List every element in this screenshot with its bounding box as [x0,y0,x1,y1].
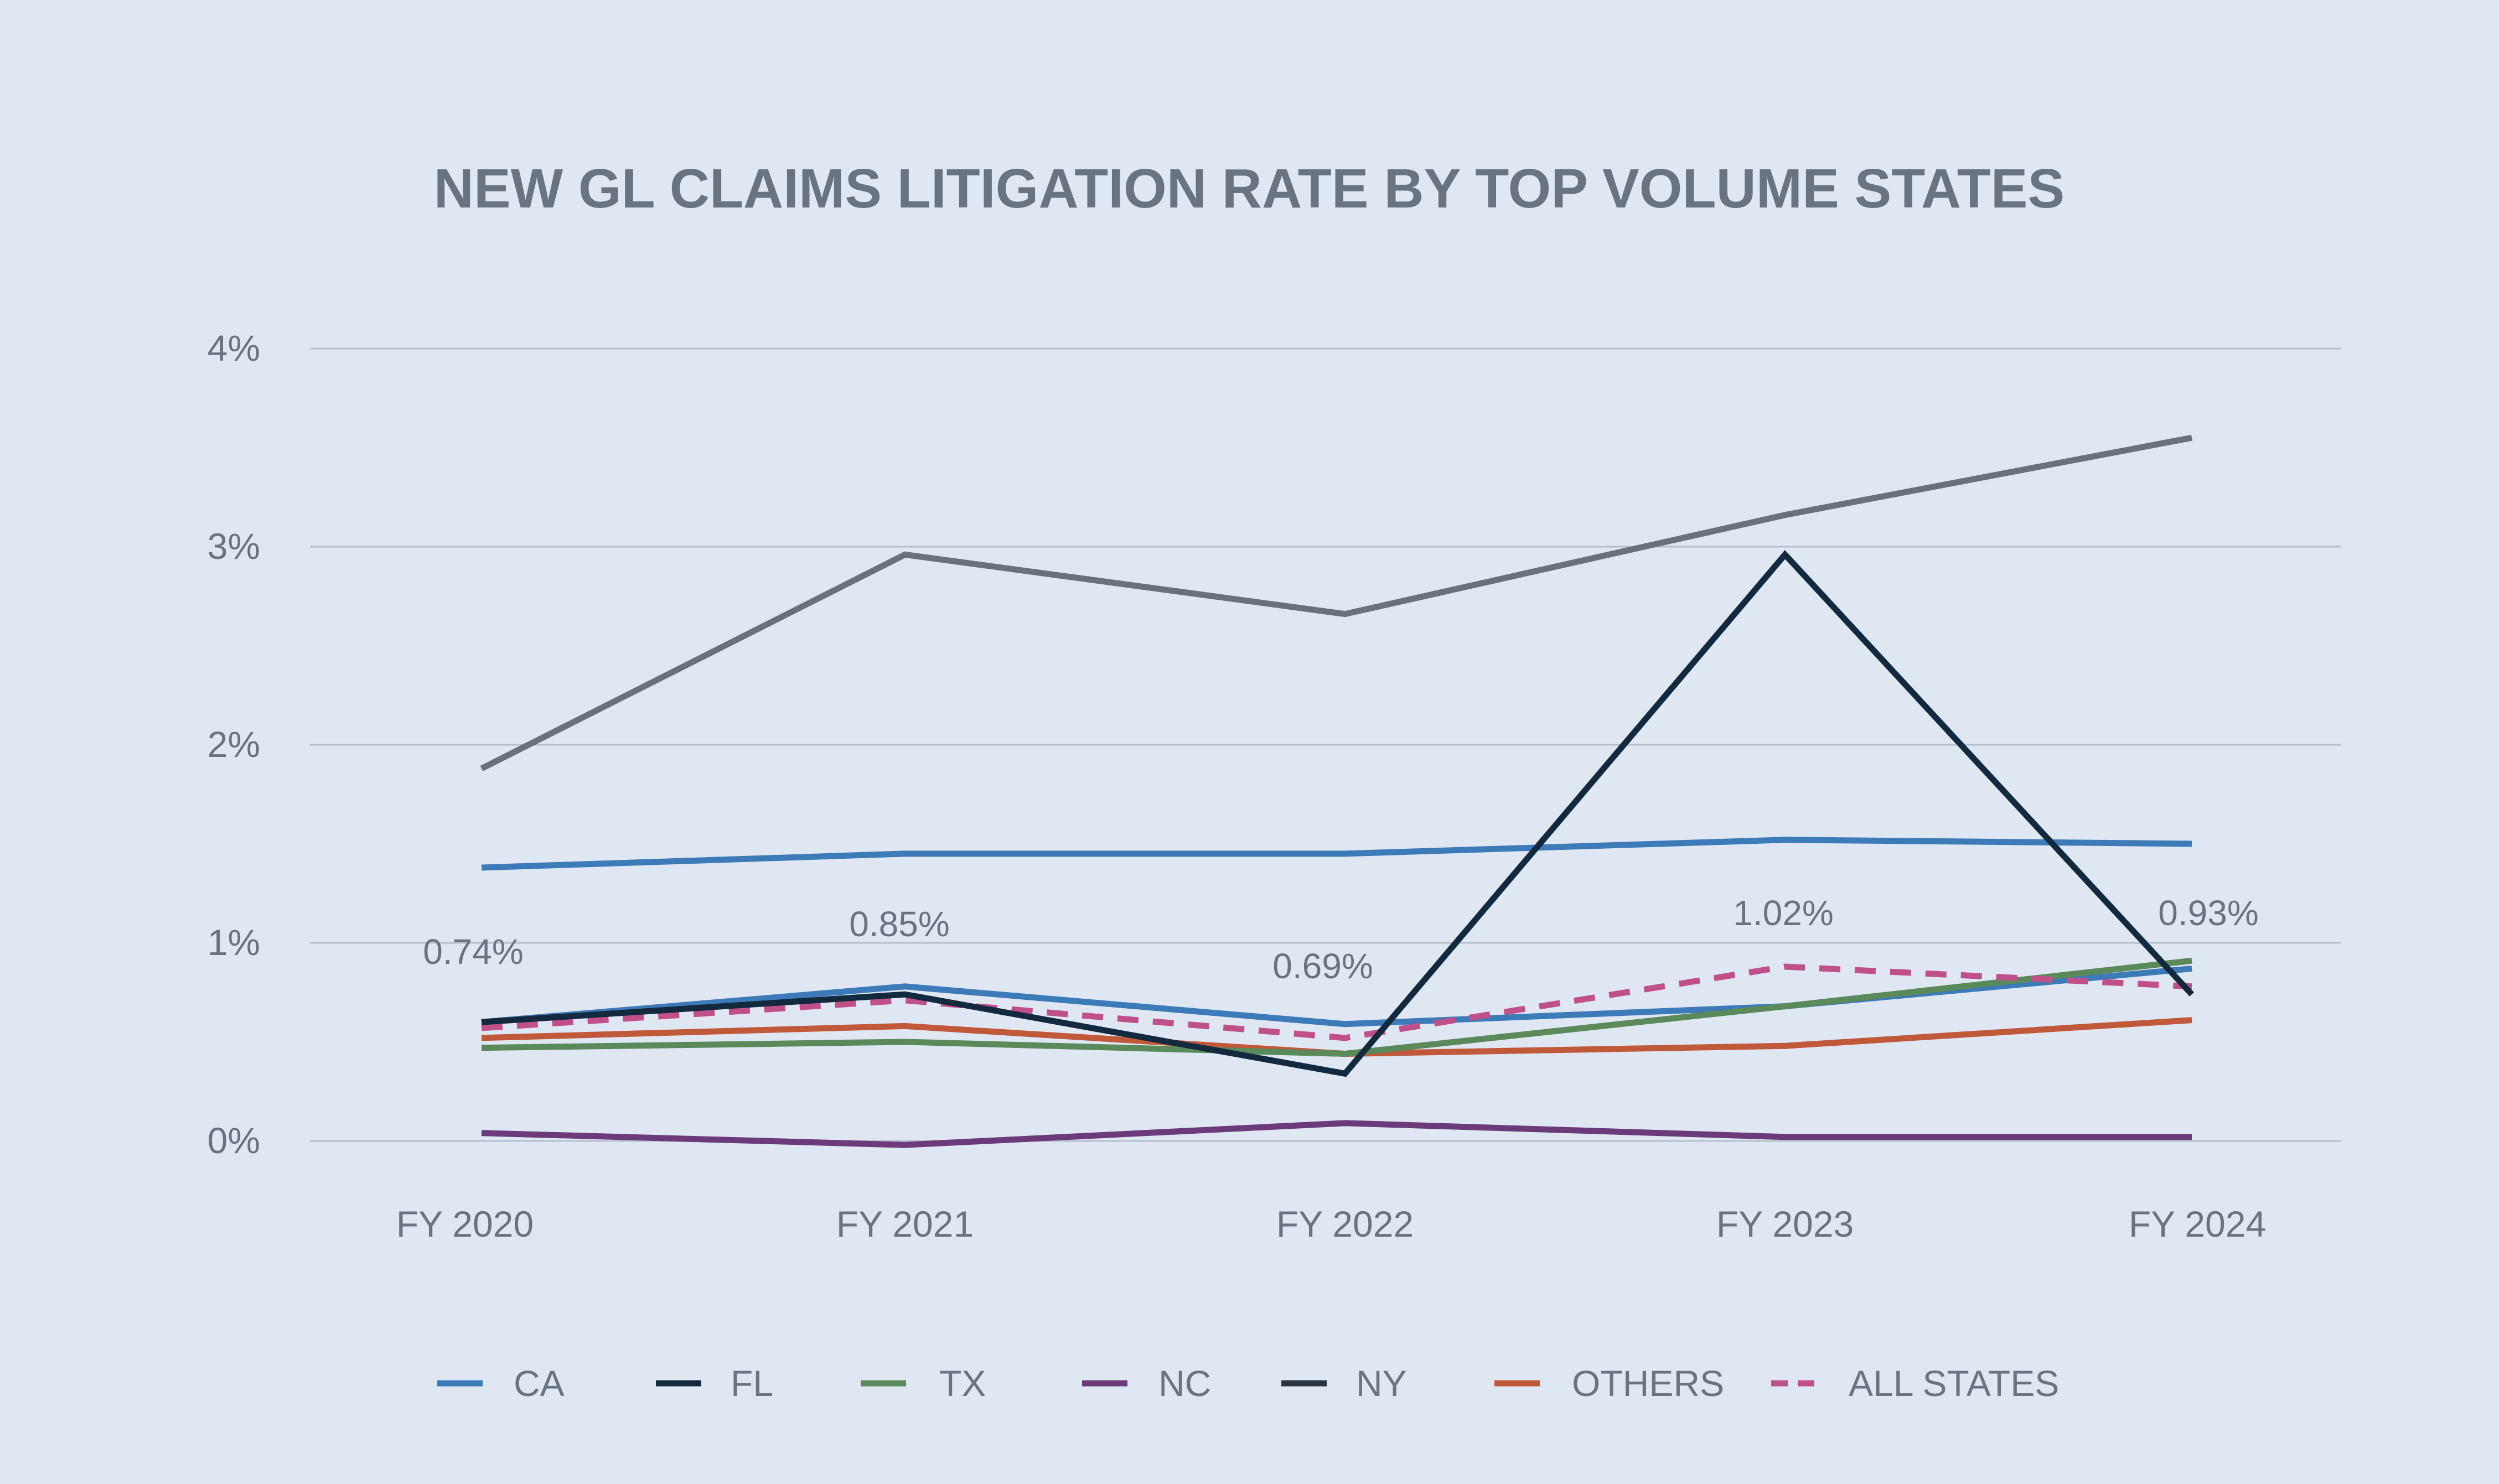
legend-item-others: OTHERS [1494,1363,1724,1404]
series-line-tx [481,957,2192,1057]
legend-label: ALL STATES [1849,1363,2059,1404]
x-tick-label: FY 2020 [396,1203,534,1244]
legend-label: OTHERS [1572,1363,1724,1404]
legend-label: TX [939,1363,986,1404]
y-tick-label: 3% [208,526,260,567]
data-label: 0.93% [2158,893,2258,933]
legend-item-ca: CA [437,1363,565,1404]
series-line-nc [481,1120,2192,1148]
series-line-ca [481,837,2192,871]
legend-item-all-states: ALL STATES [1771,1363,2059,1404]
legend-label: NY [1356,1363,1407,1404]
x-tick-label: FY 2023 [1716,1203,1854,1244]
y-tick-label: 1% [208,922,260,963]
legend-item-ny: NY [1281,1363,1407,1404]
series-line-all-states [481,963,2192,1041]
data-labels: 0.74% 0.85% 0.69% 1.02% 0.93% [423,893,2258,986]
x-tick-label: FY 2021 [836,1203,974,1244]
series-lines [480,434,2195,1148]
data-label: 0.85% [849,904,949,944]
legend-item-fl: FL [656,1363,773,1404]
legend: CA FL TX NC NY OTHERS ALL STATES [437,1363,2059,1404]
data-label: 1.02% [1733,893,1833,933]
legend-item-nc: NC [1082,1363,1211,1404]
legend-item-tx: TX [861,1363,986,1404]
y-axis-tick-labels: 0% 1% 2% 3% 4% [208,328,260,1161]
x-tick-label: FY 2024 [2129,1203,2266,1244]
series-line-ny [480,434,2193,771]
series-line-fl [481,550,2195,1077]
x-tick-label: FY 2022 [1276,1203,1414,1244]
data-label: 0.74% [423,932,523,972]
x-axis-tick-labels: FY 2020 FY 2021 FY 2022 FY 2023 FY 2024 [396,1203,2266,1244]
y-tick-label: 2% [208,724,260,765]
legend-label: CA [514,1363,565,1404]
legend-label: NC [1158,1363,1211,1404]
y-tick-label: 4% [208,328,260,369]
data-label: 0.69% [1272,946,1373,986]
y-tick-label: 0% [208,1120,260,1161]
gridlines [310,347,2341,1142]
legend-label: FL [731,1363,773,1404]
chart-title: NEW GL CLAIMS LITIGATION RATE BY TOP VOL… [434,158,2065,220]
